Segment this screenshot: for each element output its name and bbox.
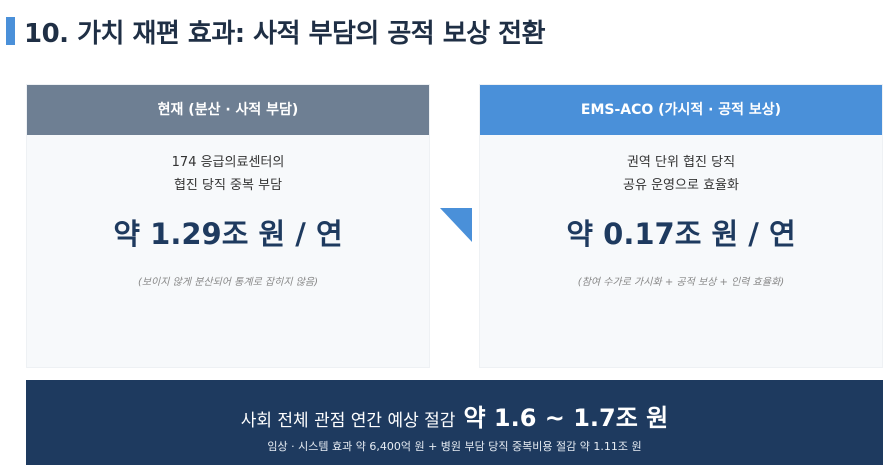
current-card: 현재 (분산 · 사적 부담) 174 응급의료센터의 협진 당직 중복 부담 … [26, 84, 430, 368]
proposed-value: 약 0.17조 원 / 연 [566, 217, 796, 251]
current-desc-line: 174 응급의료센터의 [171, 155, 285, 170]
current-note: (보이지 않게 분산되어 통계로 잡히지 않음) [137, 277, 319, 288]
savings-detail: 임상 · 시스템 효과 약 6,400억 원 + 병원 부담 당직 중복비용 절… [267, 440, 642, 453]
savings-value: 약 1.6 ~ 1.7조 원 [463, 404, 669, 432]
savings-banner: 사회 전체 관점 연간 예상 절감 약 1.6 ~ 1.7조 원 임상 · 시스템… [26, 380, 883, 465]
proposed-desc-line: 공유 운영으로 효율화 [623, 178, 739, 193]
current-value: 약 1.29조 원 / 연 [113, 217, 343, 251]
proposed-card: EMS-ACO (가시적 · 공적 보상) 권역 단위 협진 당직 공유 운영으… [479, 84, 883, 368]
page-title: 10. 가치 재편 효과: 사적 부담의 공적 보상 전환 [24, 19, 546, 49]
proposed-note: (참여 수가로 가시화 + 공적 보상 + 인력 효율화) [577, 277, 785, 288]
proposed-description: 권역 단위 협진 당직 공유 운영으로 효율화 [480, 151, 882, 197]
current-header: 현재 (분산 · 사적 부담) [27, 85, 429, 135]
current-description: 174 응급의료센터의 협진 당직 중복 부담 [27, 151, 429, 197]
savings-label: 사회 전체 관점 연간 예상 절감 [240, 411, 456, 431]
proposed-header: EMS-ACO (가시적 · 공적 보상) [480, 85, 882, 135]
current-desc-line: 협진 당직 중복 부담 [173, 178, 283, 193]
proposed-desc-line: 권역 단위 협진 당직 [626, 155, 736, 170]
title-accent-bar [6, 17, 15, 45]
arrow-icon [440, 208, 472, 242]
